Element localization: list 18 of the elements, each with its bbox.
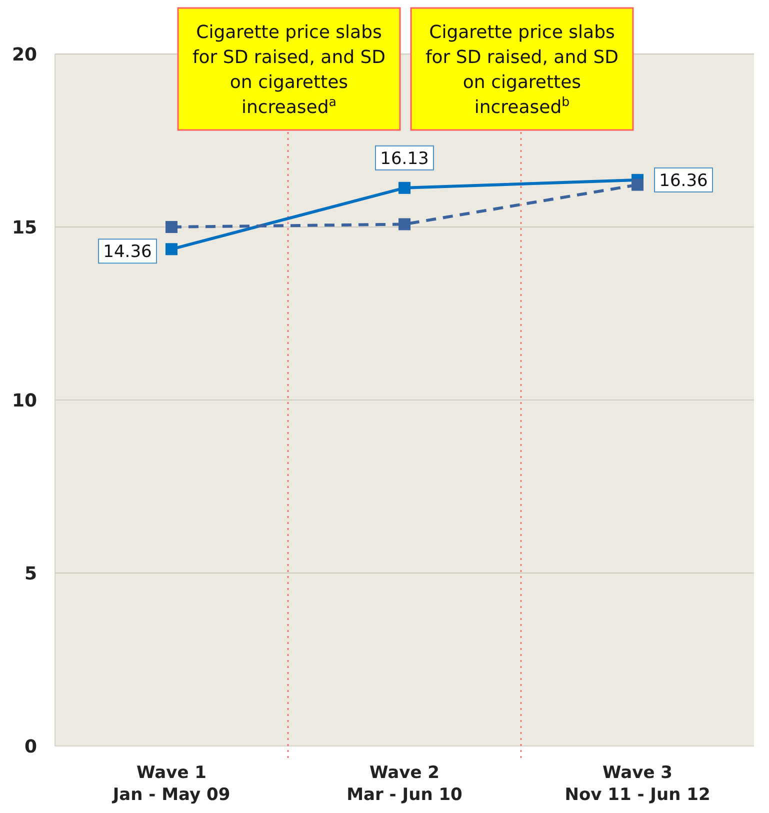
point bbox=[398, 218, 410, 230]
x-tick-label: Wave 2 Mar - Jun 10 bbox=[346, 763, 463, 805]
y-tick-label: 5 bbox=[24, 563, 37, 584]
point bbox=[166, 243, 178, 256]
annotation: Cigarette price slabs for SD raised, and SD on cigarettes increased$^{b}$ bbox=[425, 22, 619, 118]
x-tick-label: Wave 3 Nov 11 - Jun 12 bbox=[564, 763, 710, 805]
y-tick-label: 0 bbox=[24, 736, 37, 758]
y-tick-label: 15 bbox=[12, 217, 37, 238]
data-label: 16.36 bbox=[659, 170, 708, 191]
annotation: Cigarette price slabs for SD raised, and SD on cigarettes increased$^{a}$ bbox=[192, 22, 386, 118]
x-tick-label: Wave 1 Jan - May 09 bbox=[112, 763, 230, 805]
data-label: 14.36 bbox=[103, 242, 152, 262]
point bbox=[166, 221, 178, 233]
point bbox=[398, 182, 410, 194]
y-tick-label: 10 bbox=[12, 390, 37, 412]
y-tick-label: 20 bbox=[12, 44, 37, 66]
data-label: 16.13 bbox=[380, 148, 429, 169]
point bbox=[632, 178, 644, 191]
